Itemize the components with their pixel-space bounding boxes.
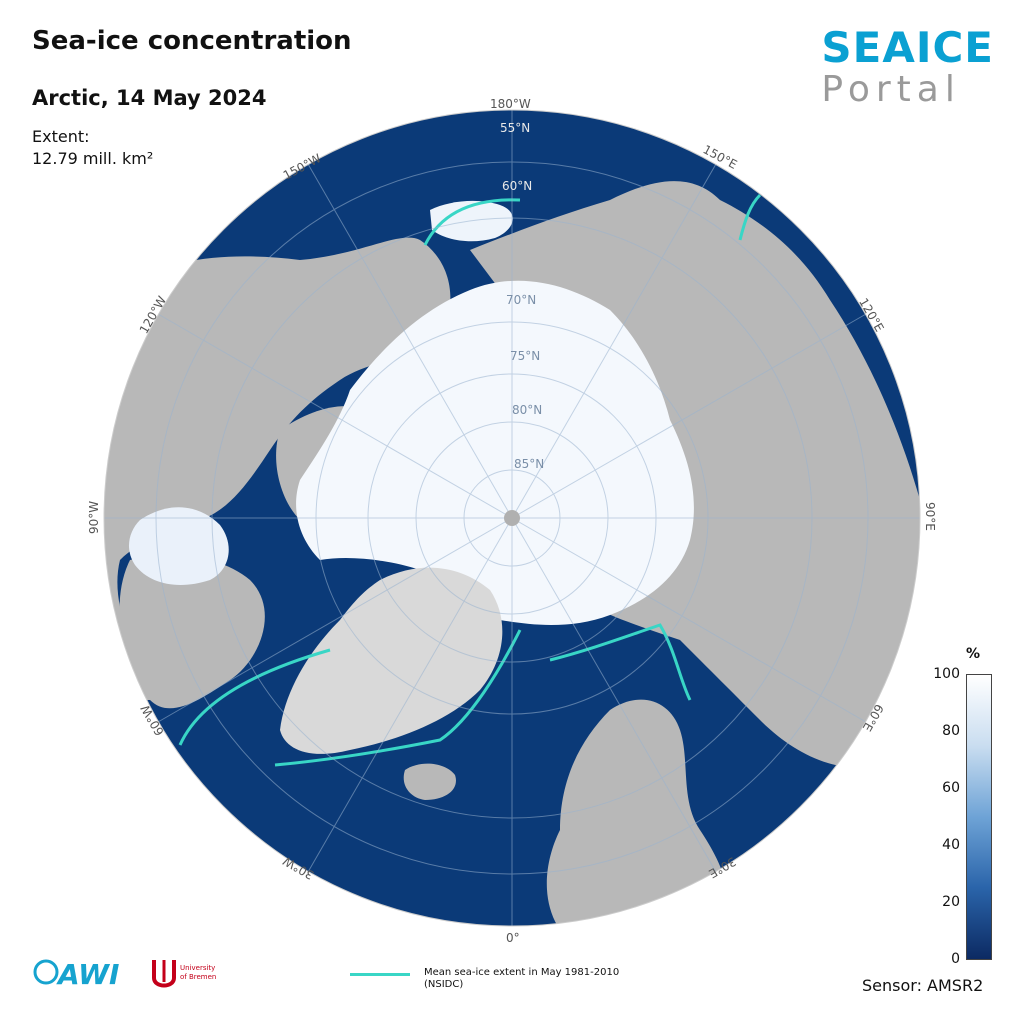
svg-text:University: University (180, 964, 215, 972)
lon-label-180w: 180°W (490, 97, 531, 111)
lat-label-55: 55°N (500, 121, 530, 135)
colorbar-tick-60: 60 (942, 780, 960, 796)
land-labrador (119, 555, 265, 709)
land-eurasia (470, 181, 920, 768)
land-scandinavia (546, 699, 729, 926)
lat-label-85: 85°N (514, 457, 544, 471)
mean-extent-legend-swatch (350, 973, 410, 976)
colorbar-tick-100: 100 (933, 666, 960, 682)
extent-value: 12.79 mill. km² (32, 149, 154, 168)
colorbar-tick-80: 80 (942, 723, 960, 739)
seaice-portal-logo: SEAICE Portal (821, 26, 994, 110)
mean-extent-line-bering (423, 198, 521, 246)
lat-label-80: 80°N (512, 403, 542, 417)
colorbar-tick-40: 40 (942, 837, 960, 853)
sea-ice-hudson (128, 507, 229, 585)
lat-label-60: 60°N (502, 179, 532, 193)
lon-label-90e: 90°E (923, 502, 937, 531)
land-north-america (104, 237, 451, 700)
lat-label-75: 75°N (510, 349, 540, 363)
extent-label: Extent: (32, 127, 90, 146)
sensor-label: Sensor: AMSR2 (862, 976, 984, 995)
brand-line-1: SEAICE (821, 23, 994, 72)
mean-extent-line-atlantic (178, 648, 331, 746)
land-iceland (403, 763, 456, 800)
map-subtitle: Arctic, 14 May 2024 (32, 86, 267, 110)
mean-extent-line-greenland-sea (274, 629, 522, 767)
map-title: Sea-ice concentration (32, 26, 352, 56)
mean-extent-line-okhotsk (738, 193, 762, 241)
graticule (104, 110, 920, 926)
pole-hole (504, 510, 520, 526)
colorbar-tick-20: 20 (942, 894, 960, 910)
land-greenland (280, 567, 503, 754)
svg-text:AWI: AWI (56, 958, 119, 991)
mean-extent-legend-text: Mean sea-ice extent in May 1981-2010 (424, 967, 620, 978)
lon-label-90w: 90°W (87, 501, 101, 534)
awi-logo: AWI (32, 954, 132, 998)
mean-extent-legend-source: (NSIDC) (424, 979, 464, 990)
svg-text:of Bremen: of Bremen (180, 973, 216, 981)
lat-label-70: 70°N (506, 293, 536, 307)
colorbar-tick-0: 0 (951, 951, 960, 967)
mean-extent-legend-label: Mean sea-ice extent in May 1981-2010 (NS… (424, 967, 684, 991)
mean-extent-line-barents (549, 623, 692, 701)
colorbar-unit: % (966, 646, 981, 662)
lon-label-0: 0° (506, 931, 520, 945)
concentration-colorbar (966, 674, 992, 960)
sea-ice-arctic (296, 280, 694, 625)
university-of-bremen-logo: University of Bremen (150, 956, 250, 996)
brand-line-2: Portal (821, 69, 961, 110)
